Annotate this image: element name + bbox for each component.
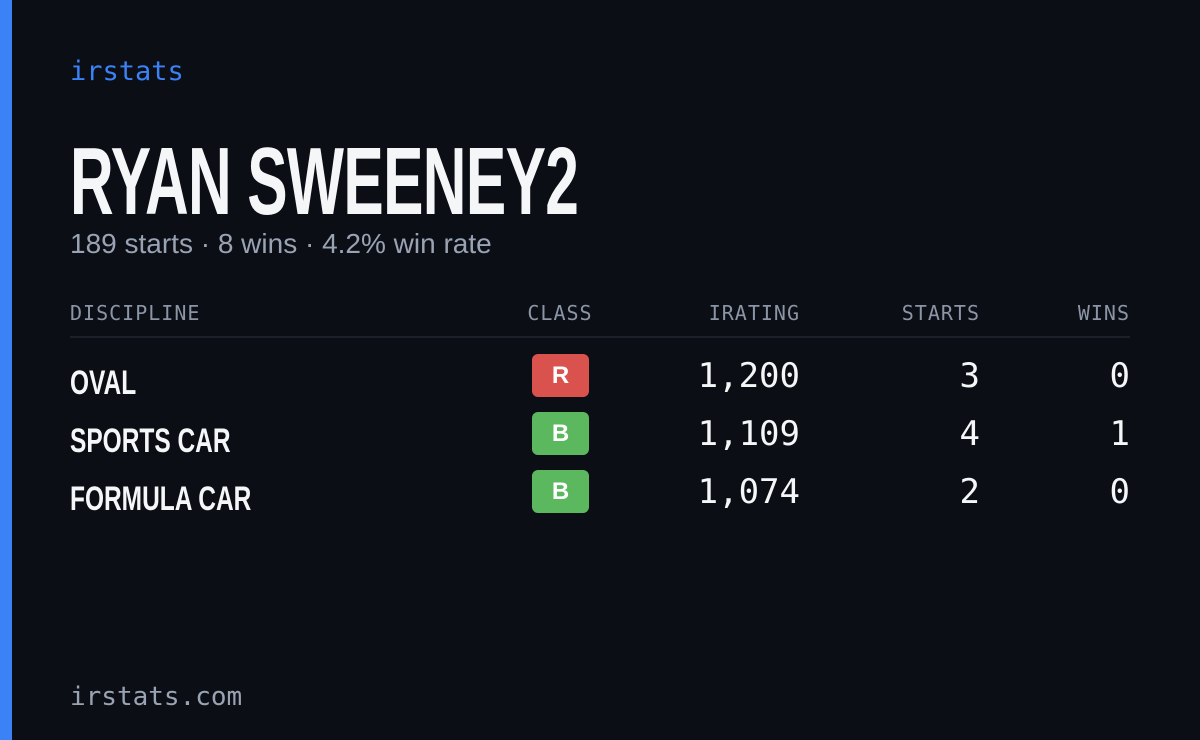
column-header: IRATING	[708, 301, 800, 325]
stat-value: 0	[1109, 356, 1130, 396]
stat-value: 3	[959, 356, 980, 396]
column-header: DISCIPLINE	[70, 301, 201, 325]
stat-value: 0	[1109, 472, 1130, 512]
stat-value: 1,200	[697, 356, 800, 396]
discipline: FORMULA CAR	[70, 480, 252, 518]
brand: irstats	[70, 56, 184, 87]
column-header: CLASS	[527, 301, 593, 325]
column-header: STARTS	[901, 301, 980, 325]
column-header: WINS	[1077, 301, 1130, 325]
discipline: OVAL	[70, 364, 137, 402]
stat-value: 1	[1109, 414, 1130, 454]
accent-stripe	[0, 0, 12, 740]
header-rule	[70, 336, 1130, 338]
class-badge: R	[532, 354, 589, 397]
class-badge: B	[532, 412, 589, 455]
stat-value: 1,074	[697, 472, 800, 512]
stat-value: 1,109	[697, 414, 800, 454]
player-name: RYAN SWEENEY2	[70, 128, 579, 235]
stat-value: 2	[959, 472, 980, 512]
summary: 189 starts · 8 wins · 4.2% win rate	[70, 228, 492, 259]
class-badge: B	[532, 470, 589, 513]
footer-url: irstats.com	[70, 682, 243, 712]
discipline: SPORTS CAR	[70, 422, 231, 460]
stat-value: 4	[959, 414, 980, 454]
